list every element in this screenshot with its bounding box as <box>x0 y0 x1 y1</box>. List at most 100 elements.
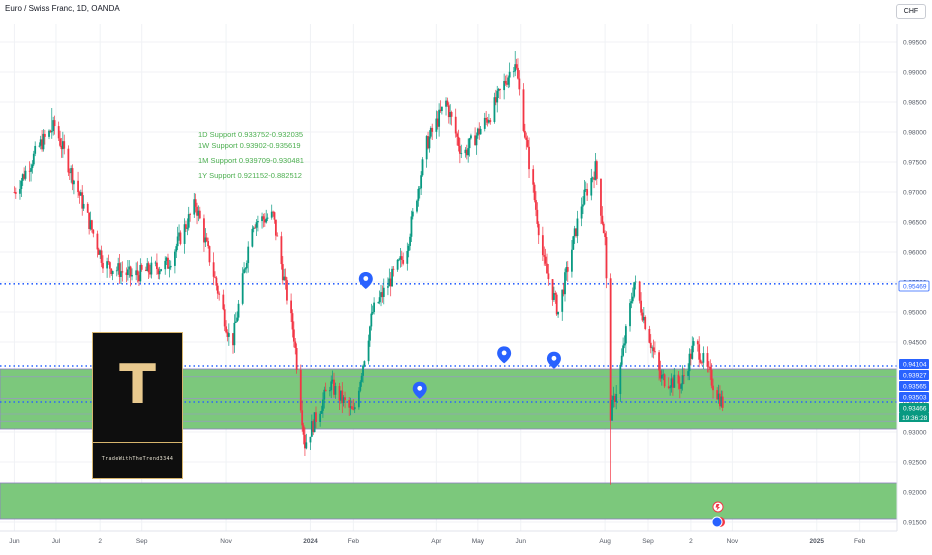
candle-body <box>270 211 273 218</box>
candle-body <box>648 329 651 343</box>
candle-body <box>717 393 720 400</box>
candle-body <box>13 192 16 193</box>
candle-body <box>186 227 189 229</box>
candle-body <box>205 237 208 242</box>
candle-body <box>333 379 335 395</box>
candle-body <box>489 120 492 122</box>
candle-body <box>602 223 605 234</box>
y-tick-label: 0.97000 <box>903 190 927 197</box>
candle-body <box>357 390 360 408</box>
candle-body <box>595 161 598 179</box>
candle-body <box>640 300 642 313</box>
candle-body <box>418 188 421 190</box>
candle-body <box>255 222 258 228</box>
candle-body <box>525 137 528 141</box>
candle-body <box>245 263 248 269</box>
candle-body <box>446 100 449 106</box>
candle-body <box>391 268 393 287</box>
y-tick-label: 0.97500 <box>903 160 927 167</box>
currency-button[interactable]: CHF <box>896 4 926 19</box>
candle-body <box>696 341 699 345</box>
candle-body <box>400 256 403 260</box>
candle-body <box>604 233 607 237</box>
x-tick-label: 2024 <box>303 538 318 545</box>
candle-body <box>281 264 284 281</box>
candle-body <box>121 271 124 273</box>
candle-body <box>198 210 201 219</box>
candle-body <box>396 259 399 270</box>
candle-body <box>619 364 622 394</box>
candle-body <box>312 421 315 433</box>
candle-body <box>562 289 565 295</box>
candle-body <box>669 387 672 389</box>
x-tick-label: Sep <box>136 538 148 545</box>
price-label-text: 0.95469 <box>903 284 927 291</box>
candle-body <box>547 273 550 280</box>
candle-body <box>59 138 61 146</box>
candle-body <box>363 361 366 366</box>
price-label-box <box>898 280 930 292</box>
candle-body <box>276 235 279 237</box>
candle-body <box>135 270 138 276</box>
candle-body <box>150 262 153 275</box>
candle-body <box>233 322 236 346</box>
candle-body <box>658 352 660 371</box>
candle-body <box>320 410 323 414</box>
candle-body <box>601 215 604 224</box>
logo-letter: T <box>119 353 156 416</box>
candle-body <box>315 412 317 422</box>
candle-body <box>81 192 84 209</box>
candle-body <box>218 293 221 295</box>
candle-body <box>457 136 460 146</box>
candle-body <box>117 263 120 271</box>
candle-body <box>323 389 326 400</box>
y-tick-label: 0.95000 <box>903 310 927 317</box>
candle-body <box>222 294 225 310</box>
candle-body <box>212 262 215 277</box>
candle-body <box>283 276 286 281</box>
y-tick-label: 0.98500 <box>903 100 927 107</box>
y-tick-label: 0.92500 <box>903 460 927 467</box>
candle-body <box>140 264 143 270</box>
brand-logo: T TradeWithTheTrend3344 <box>92 332 183 479</box>
candle-body <box>301 410 304 426</box>
candle-body <box>483 117 486 129</box>
candle-body <box>291 313 294 330</box>
candle-body <box>543 255 546 257</box>
candle-body <box>14 192 17 194</box>
candle-body <box>488 120 490 123</box>
support-zone <box>0 482 898 520</box>
candle-body <box>701 362 703 364</box>
candle-body <box>183 224 186 244</box>
candle-body <box>681 375 684 385</box>
candle-body <box>193 199 196 215</box>
marker-dot <box>501 350 507 356</box>
x-tick-label: Jul <box>52 538 61 545</box>
candle-body <box>572 236 575 250</box>
candle-body <box>590 177 593 196</box>
candle-body <box>254 227 257 229</box>
candle-body <box>514 64 517 72</box>
candle-body <box>359 381 362 391</box>
candle-body <box>60 145 63 150</box>
candle-body <box>266 217 269 219</box>
candle-body <box>649 342 652 348</box>
candle-body <box>225 326 227 333</box>
candle-body <box>638 281 641 301</box>
candle-body <box>106 261 109 269</box>
support-annotation: 1Y Support 0.921152-0.882512 <box>198 171 302 180</box>
candle-body <box>299 369 302 411</box>
candle-body <box>440 106 443 112</box>
candle-body <box>187 214 190 228</box>
candle-body <box>478 128 481 135</box>
candle-body <box>340 390 342 401</box>
candle-body <box>194 199 197 207</box>
candle-body <box>252 227 255 229</box>
candle-body <box>409 236 411 246</box>
flag-icon <box>711 516 725 528</box>
candle-body <box>294 341 297 348</box>
x-tick-label: Jun <box>515 538 526 545</box>
x-tick-label: Aug <box>599 538 611 545</box>
candle-body <box>654 351 656 353</box>
candle-body <box>344 397 346 400</box>
